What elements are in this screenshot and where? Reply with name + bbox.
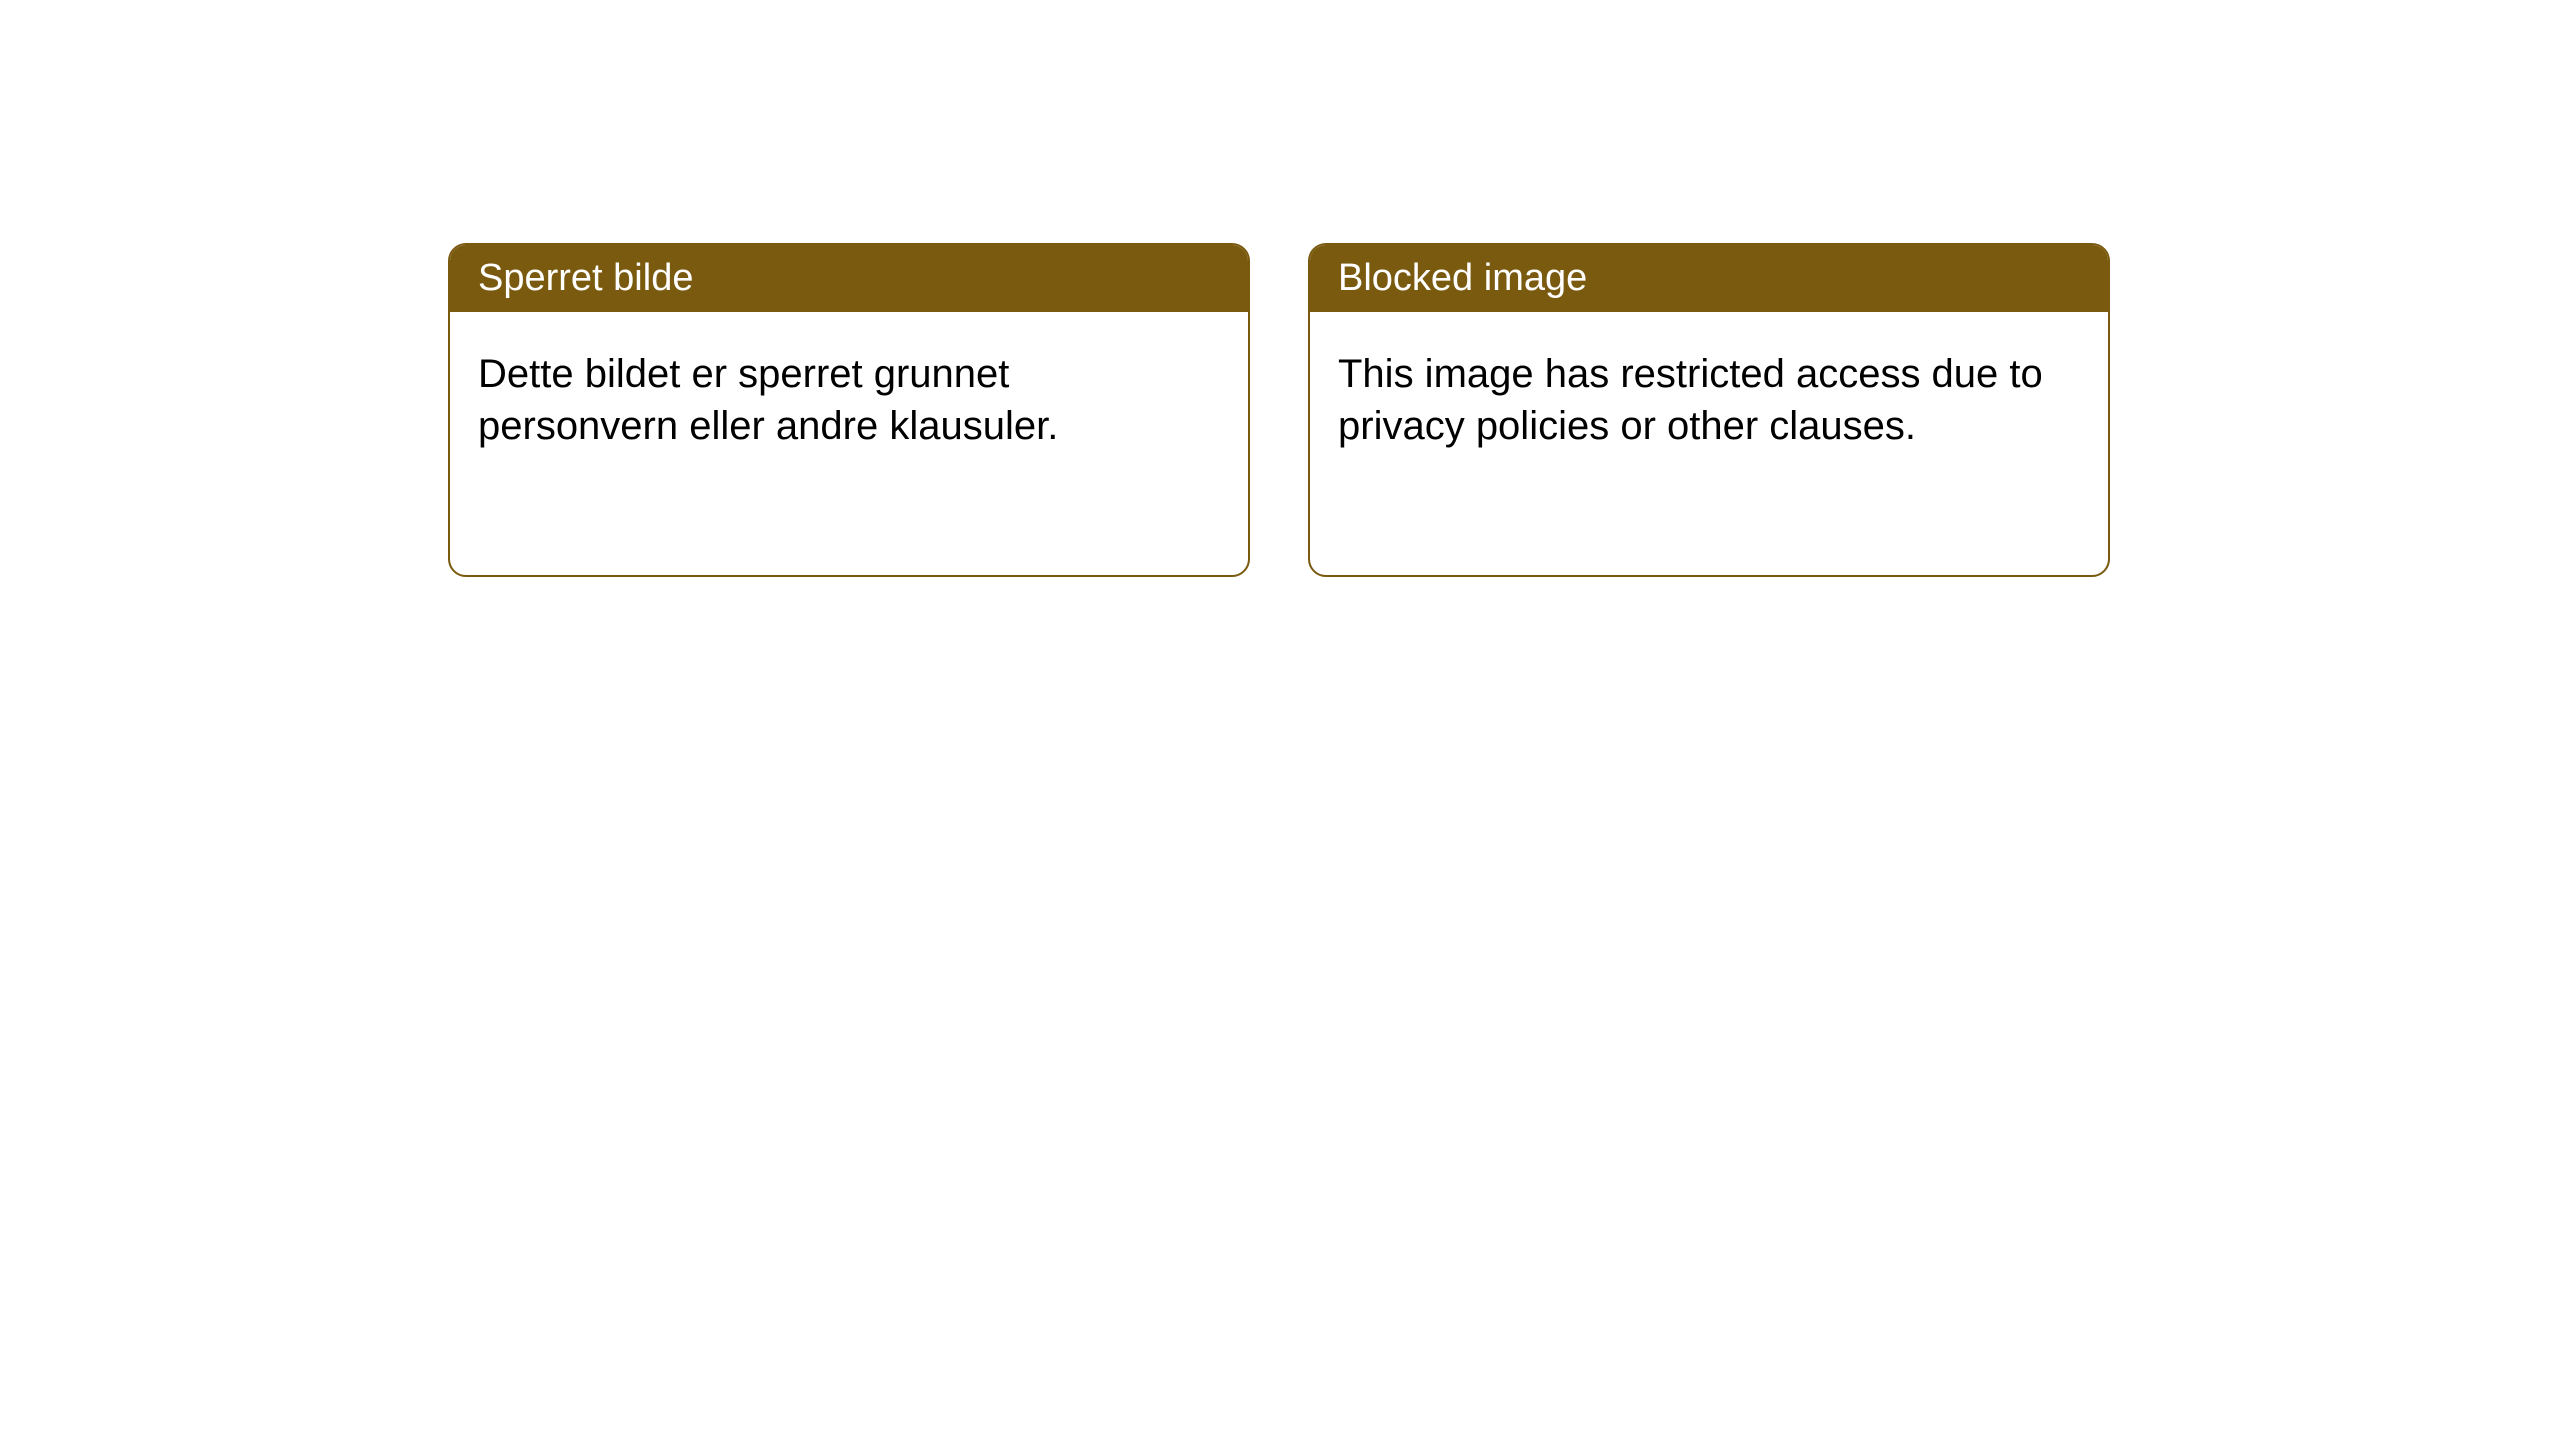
notice-body: Dette bildet er sperret grunnet personve…: [450, 312, 1248, 488]
notice-container: Sperret bilde Dette bildet er sperret gr…: [448, 243, 2110, 577]
notice-body-text: This image has restricted access due to …: [1338, 352, 2043, 448]
notice-body-text: Dette bildet er sperret grunnet personve…: [478, 352, 1058, 448]
notice-body: This image has restricted access due to …: [1310, 312, 2108, 488]
notice-header: Sperret bilde: [450, 245, 1248, 312]
notice-card-norwegian: Sperret bilde Dette bildet er sperret gr…: [448, 243, 1250, 577]
notice-card-english: Blocked image This image has restricted …: [1308, 243, 2110, 577]
notice-title: Blocked image: [1338, 257, 1587, 299]
notice-title: Sperret bilde: [478, 257, 693, 299]
notice-header: Blocked image: [1310, 245, 2108, 312]
